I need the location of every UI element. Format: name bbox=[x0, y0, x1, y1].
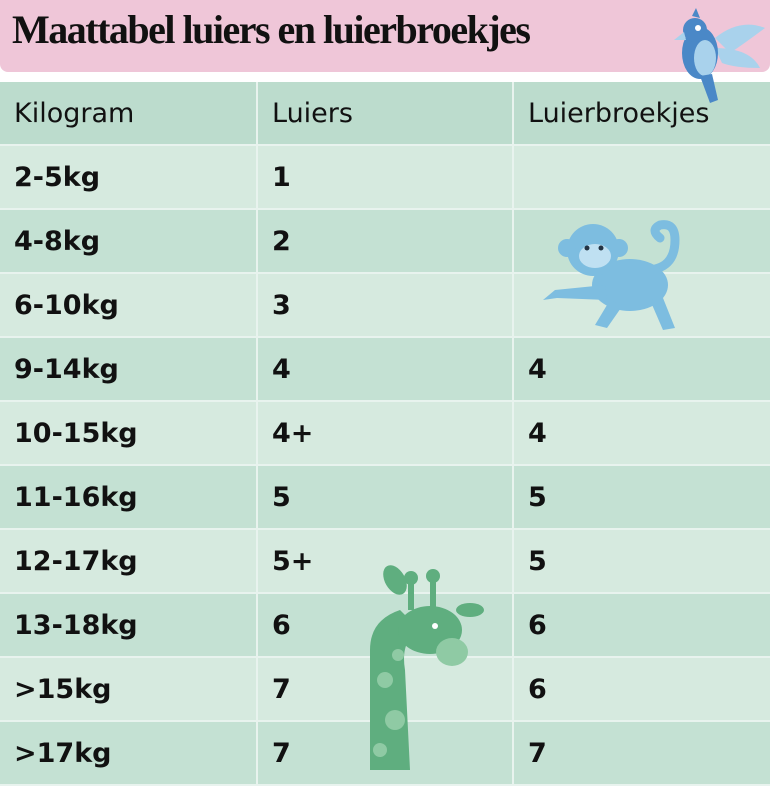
cell-luiers: 6 bbox=[258, 594, 514, 656]
table-row: 12-17kg 5+ 5 bbox=[0, 530, 770, 594]
table-row: 2-5kg 1 bbox=[0, 146, 770, 210]
cell-luierbroekjes bbox=[514, 146, 770, 208]
cell-luiers: 3 bbox=[258, 274, 514, 336]
cell-luiers: 5 bbox=[258, 466, 514, 528]
cell-kilogram: 11-16kg bbox=[0, 466, 258, 528]
header-luiers: Luiers bbox=[258, 82, 514, 144]
cell-luiers: 7 bbox=[258, 658, 514, 720]
table-header: Kilogram Luiers Luierbroekjes bbox=[0, 82, 770, 146]
title-band: Maattabel luiers en luierbroekjes bbox=[0, 0, 770, 72]
cell-luierbroekjes: 7 bbox=[528, 737, 547, 769]
header-kilogram: Kilogram bbox=[0, 82, 258, 144]
cell-luierbroekjes: 5 bbox=[528, 545, 547, 577]
cell-luiers: 5+ bbox=[258, 530, 514, 592]
cell-luiers: 7 bbox=[258, 722, 514, 784]
header-luierbroekjes: Luierbroekjes bbox=[528, 97, 710, 129]
cell-luierbroekjes: 6 bbox=[528, 673, 547, 705]
cell-luierbroekjes: 4 bbox=[528, 353, 547, 385]
cell-kilogram: >17kg bbox=[0, 722, 258, 784]
cell-kilogram: 2-5kg bbox=[0, 146, 258, 208]
cell-kilogram: 10-15kg bbox=[0, 402, 258, 464]
cell-kilogram: 9-14kg bbox=[0, 338, 258, 400]
cell-luiers: 1 bbox=[258, 146, 514, 208]
cell-luiers: 4+ bbox=[258, 402, 514, 464]
monkey-illustration bbox=[543, 220, 680, 330]
cell-kilogram: 6-10kg bbox=[0, 274, 258, 336]
giraffe-illustration bbox=[370, 565, 484, 770]
parrot-illustration bbox=[674, 8, 765, 103]
cell-kilogram: 13-18kg bbox=[0, 594, 258, 656]
table-row: 11-16kg 5 5 bbox=[0, 466, 770, 530]
cell-luierbroekjes: 6 bbox=[528, 609, 547, 641]
cell-kilogram: 12-17kg bbox=[0, 530, 258, 592]
table-row: 10-15kg 4+ 4 bbox=[0, 402, 770, 466]
table-row: 9-14kg 4 4 bbox=[0, 338, 770, 402]
cell-kilogram: >15kg bbox=[0, 658, 258, 720]
cell-luiers: 2 bbox=[258, 210, 514, 272]
cell-luierbroekjes: 4 bbox=[528, 417, 547, 449]
page-title: Maattabel luiers en luierbroekjes bbox=[12, 7, 531, 52]
cell-kilogram: 4-8kg bbox=[0, 210, 258, 272]
cell-luiers: 4 bbox=[258, 338, 514, 400]
cell-luierbroekjes: 5 bbox=[528, 481, 547, 513]
